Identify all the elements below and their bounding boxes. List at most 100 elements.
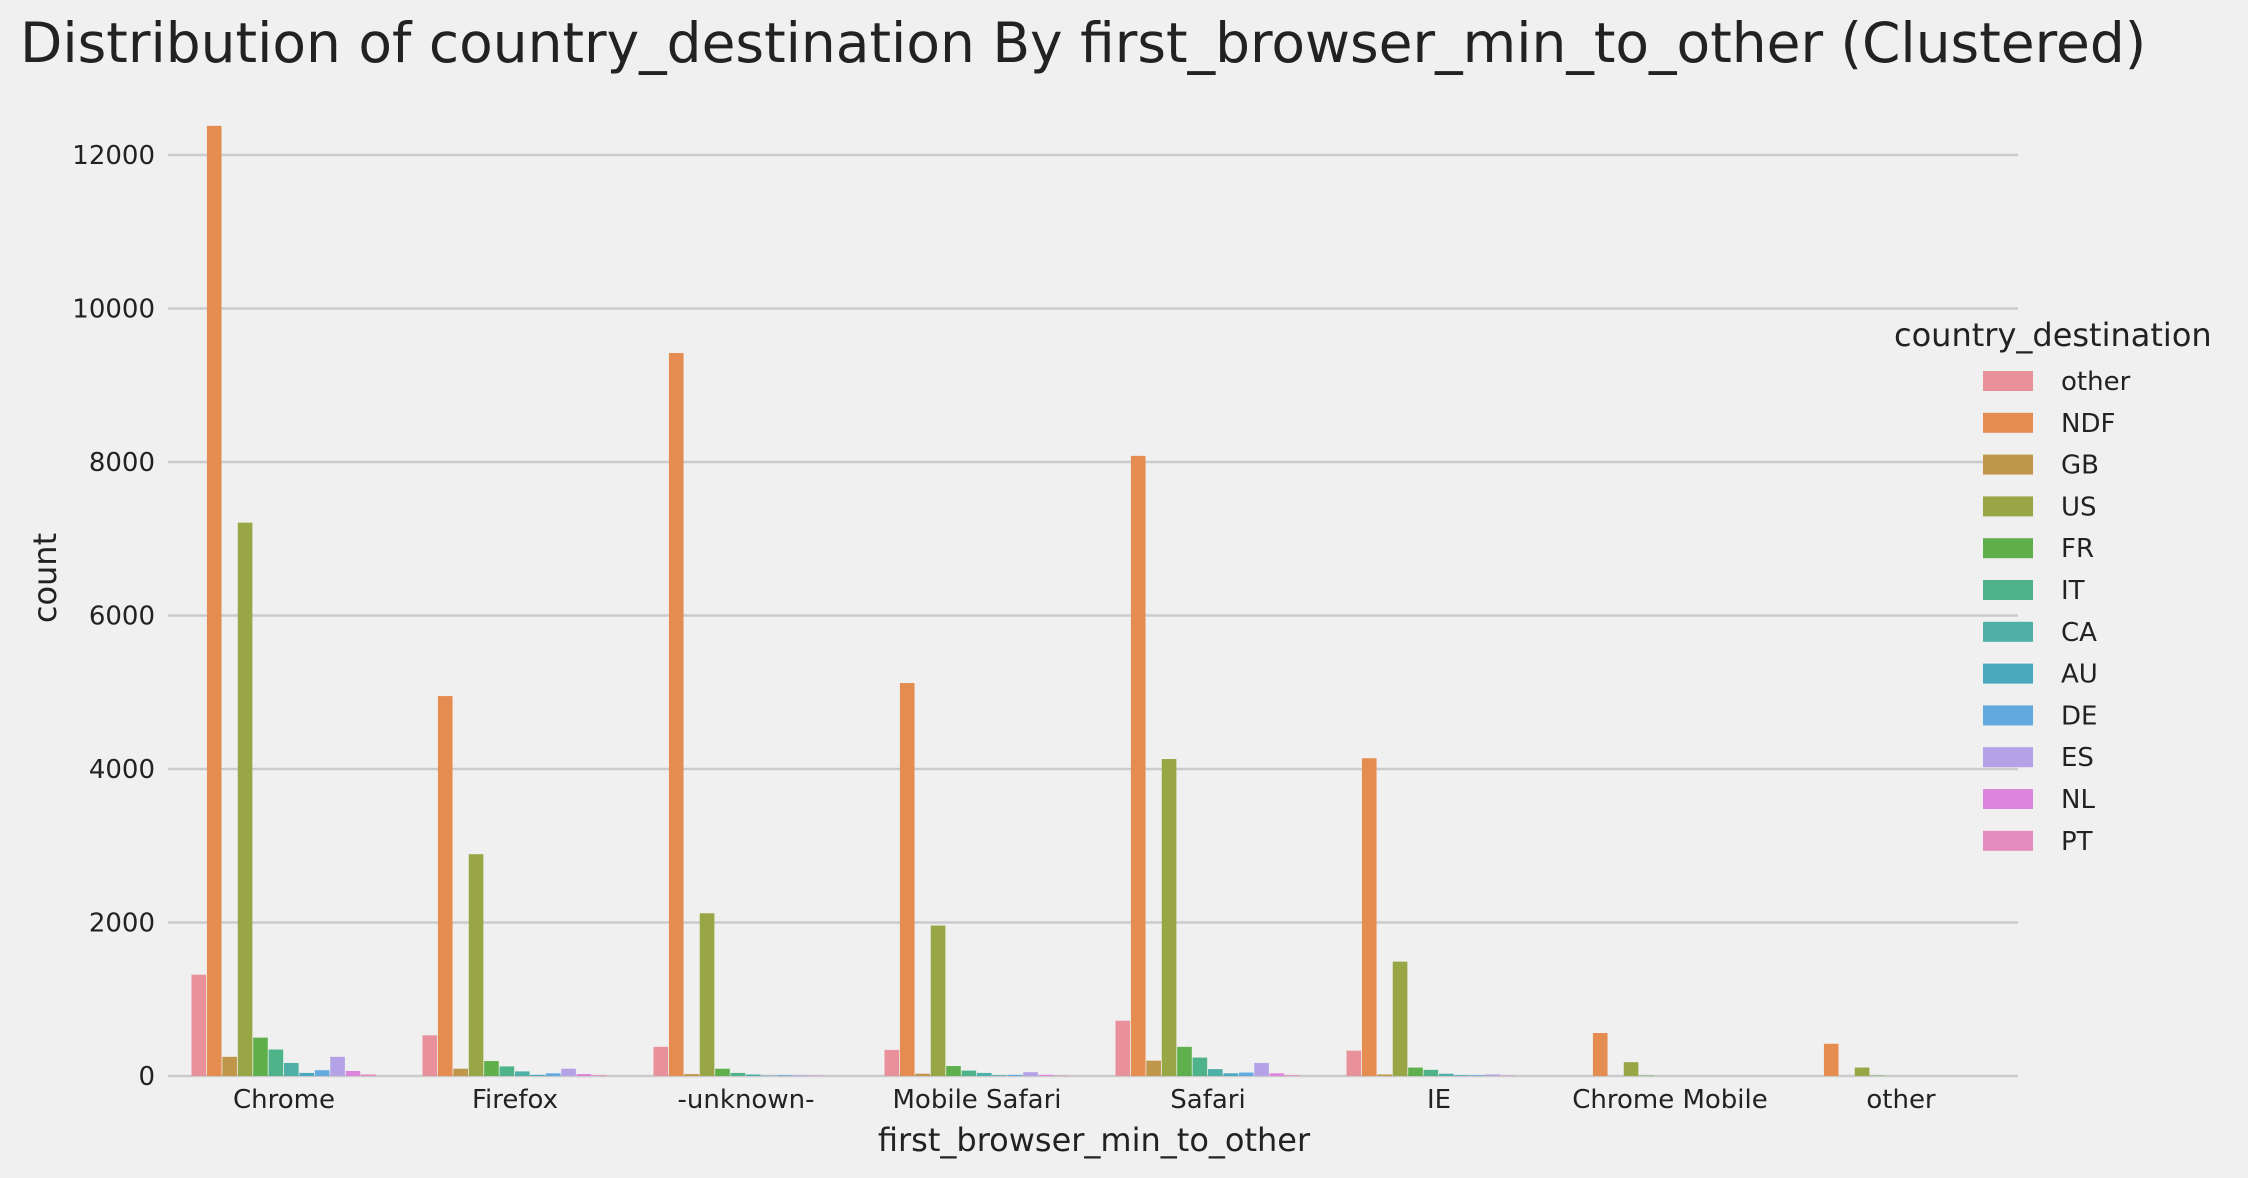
- y-tick-labels: 0 2000 4000 6000 8000 10000 12000: [72, 141, 155, 1092]
- bar-ca--unknown-: [746, 1074, 761, 1076]
- legend-label-es: ES: [2061, 743, 2094, 773]
- bar-au-firefox: [530, 1074, 546, 1076]
- y-tick-label: 2000: [89, 909, 155, 939]
- bar-fr-mobile-safari: [946, 1066, 961, 1076]
- bar-gb-safari: [1146, 1060, 1161, 1076]
- bar-pt-chrome: [361, 1074, 376, 1076]
- bar-it--unknown-: [730, 1072, 746, 1076]
- bar-au-chrome: [299, 1072, 315, 1076]
- legend-label-ca: CA: [2061, 618, 2097, 648]
- bar-au-ie: [1454, 1075, 1470, 1076]
- legend-swatch-fr: [1983, 538, 2033, 559]
- bar-ca-safari: [1208, 1069, 1223, 1076]
- bar-us-chrome-mobile: [1623, 1062, 1639, 1076]
- y-tick-label: 4000: [89, 755, 155, 785]
- bar-es-safari: [1254, 1062, 1269, 1076]
- bar-it-safari: [1192, 1057, 1208, 1076]
- bar-au-mobile-safari: [992, 1075, 1008, 1076]
- bar-other-firefox: [422, 1035, 438, 1076]
- y-tick-label: 10000: [72, 295, 155, 325]
- bar-us-mobile-safari: [930, 925, 946, 1076]
- bar-it-firefox: [499, 1066, 515, 1076]
- legend-label-gb: GB: [2061, 451, 2099, 481]
- bar-de-firefox: [545, 1073, 561, 1076]
- legend-swatch-de: [1983, 705, 2033, 726]
- legend-label-it: IT: [2061, 576, 2085, 606]
- bar-au-safari: [1223, 1073, 1239, 1076]
- legend-swatch-ndf: [1983, 412, 2033, 433]
- x-tick-label: other: [1866, 1085, 1936, 1115]
- bar-other-chrome: [191, 974, 207, 1076]
- bar-us-safari: [1161, 759, 1177, 1076]
- bar-ndf-other: [1823, 1043, 1839, 1076]
- bar-de-ie: [1469, 1075, 1485, 1076]
- legend-swatch-nl: [1983, 789, 2033, 809]
- bar-es-ie: [1485, 1074, 1500, 1076]
- bar-nl-firefox: [576, 1074, 592, 1076]
- legend-label-us: US: [2061, 492, 2097, 522]
- bar-pt-safari: [1285, 1075, 1300, 1076]
- bar-de-chrome: [314, 1070, 330, 1076]
- bar-us-other: [1854, 1067, 1870, 1076]
- legend-swatch-gb: [1983, 454, 2033, 475]
- legend-label-au: AU: [2061, 660, 2098, 690]
- bar-fr-firefox: [484, 1061, 499, 1076]
- bar-ndf-chrome: [206, 125, 222, 1077]
- bar-fr--unknown-: [715, 1068, 730, 1076]
- bar-other-mobile-safari: [884, 1049, 900, 1076]
- bar-us-ie: [1392, 961, 1408, 1076]
- x-tick-labels: Chrome Firefox -unknown- Mobile Safari Safar…: [233, 1085, 1936, 1115]
- bar-us-chrome: [237, 522, 253, 1076]
- bar-nl-safari: [1269, 1073, 1285, 1076]
- legend-swatch-other: [1983, 371, 2033, 391]
- bar-ndf-safari: [1130, 455, 1146, 1076]
- bar-ndf-chrome-mobile: [1592, 1033, 1608, 1076]
- x-tick-label: Firefox: [472, 1085, 558, 1115]
- bar-ca-chrome: [284, 1062, 299, 1076]
- bar-es-chrome: [330, 1056, 345, 1076]
- legend-swatch-es: [1983, 747, 2033, 768]
- legend-title: country_destination: [1894, 316, 2212, 354]
- bar-fr-ie: [1408, 1067, 1423, 1076]
- bar-other--unknown-: [653, 1046, 669, 1076]
- bar-it-chrome: [268, 1049, 284, 1076]
- x-tick-label: -unknown-: [678, 1085, 815, 1115]
- bar-de-mobile-safari: [1007, 1074, 1023, 1076]
- bars: [191, 125, 1885, 1077]
- legend: country_destination other NDF GB US FR IT CA AU…: [1894, 316, 2212, 857]
- bar-gb--unknown-: [684, 1074, 699, 1076]
- legend-swatch-us: [1983, 496, 2033, 517]
- bar-fr-safari: [1177, 1046, 1192, 1076]
- bar-es-firefox: [561, 1068, 576, 1076]
- legend-label-fr: FR: [2061, 534, 2094, 564]
- bar-it-ie: [1423, 1069, 1439, 1076]
- x-axis-title: first_browser_min_to_other: [878, 1121, 1311, 1159]
- bar-nl-mobile-safari: [1038, 1074, 1054, 1076]
- bar-gb-ie: [1377, 1074, 1392, 1076]
- legend-swatch-pt: [1983, 830, 2033, 851]
- bar-gb-firefox: [453, 1068, 468, 1076]
- x-tick-label: IE: [1427, 1085, 1451, 1115]
- bar-de-safari: [1238, 1072, 1254, 1076]
- legend-label-ndf: NDF: [2061, 409, 2115, 439]
- legend-label-nl: NL: [2061, 785, 2095, 815]
- x-tick-label: Chrome Mobile: [1572, 1085, 1768, 1115]
- bar-ndf-firefox: [437, 696, 453, 1076]
- x-tick-label: Safari: [1170, 1085, 1245, 1115]
- legend-swatch-it: [1983, 580, 2033, 600]
- x-tick-label: Chrome: [233, 1085, 335, 1115]
- bar-other-safari: [1115, 1020, 1131, 1076]
- legend-swatch-au: [1983, 663, 2033, 684]
- y-tick-label: 8000: [89, 448, 155, 478]
- x-tick-label: Mobile Safari: [893, 1085, 1062, 1115]
- y-axis-title: count: [26, 533, 64, 623]
- bar-it-mobile-safari: [961, 1070, 977, 1076]
- y-tick-label: 0: [138, 1062, 155, 1092]
- legend-label-pt: PT: [2061, 827, 2093, 857]
- bar-gb-chrome: [222, 1056, 237, 1076]
- legend-label-de: DE: [2061, 701, 2097, 731]
- bar-ca-mobile-safari: [977, 1072, 992, 1076]
- bar-de--unknown-: [776, 1075, 792, 1076]
- bar-es-mobile-safari: [1023, 1072, 1038, 1076]
- legend-label-other: other: [2061, 367, 2131, 397]
